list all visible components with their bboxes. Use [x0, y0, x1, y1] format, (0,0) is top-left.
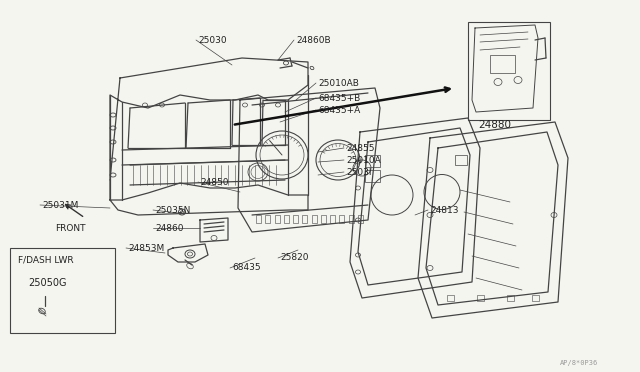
Bar — [312, 215, 317, 223]
Bar — [455, 155, 467, 165]
Bar — [477, 295, 484, 301]
Bar — [284, 215, 289, 223]
Text: 24860B: 24860B — [296, 35, 331, 45]
Text: 68435+B: 68435+B — [318, 93, 360, 103]
Bar — [302, 215, 307, 223]
Text: 68435: 68435 — [232, 263, 260, 273]
Bar — [293, 215, 298, 223]
Text: 24880: 24880 — [478, 120, 511, 130]
Bar — [447, 295, 454, 301]
Bar — [358, 215, 363, 223]
Text: 24860: 24860 — [155, 224, 184, 232]
Text: 25031M: 25031M — [42, 201, 78, 209]
Bar — [275, 215, 280, 223]
Bar — [330, 215, 335, 223]
Bar — [256, 215, 261, 223]
Text: 25820: 25820 — [280, 253, 308, 263]
Text: 25030: 25030 — [198, 35, 227, 45]
Bar — [468, 22, 550, 120]
Text: FRONT: FRONT — [55, 224, 86, 232]
Text: 24853M: 24853M — [128, 244, 164, 253]
Text: 2503I: 2503I — [346, 167, 371, 176]
Text: 24813: 24813 — [430, 205, 458, 215]
Bar — [532, 295, 539, 301]
Bar — [365, 155, 380, 167]
Bar — [321, 215, 326, 223]
Text: 24855: 24855 — [346, 144, 374, 153]
Bar — [365, 170, 380, 182]
Bar — [507, 295, 514, 301]
Text: 68435+A: 68435+A — [318, 106, 360, 115]
Bar — [265, 215, 270, 223]
Text: 25035N: 25035N — [155, 205, 190, 215]
Text: 25010AB: 25010AB — [318, 78, 359, 87]
Text: 24850: 24850 — [200, 177, 228, 186]
Bar — [339, 215, 344, 223]
Text: 25050G: 25050G — [28, 278, 67, 288]
Bar — [10, 248, 115, 333]
Text: F/DASH LWR: F/DASH LWR — [18, 256, 74, 264]
Bar — [349, 215, 354, 223]
Bar — [490, 55, 515, 73]
Text: AP/8*0P36: AP/8*0P36 — [560, 360, 598, 366]
Text: 25010A: 25010A — [346, 155, 381, 164]
